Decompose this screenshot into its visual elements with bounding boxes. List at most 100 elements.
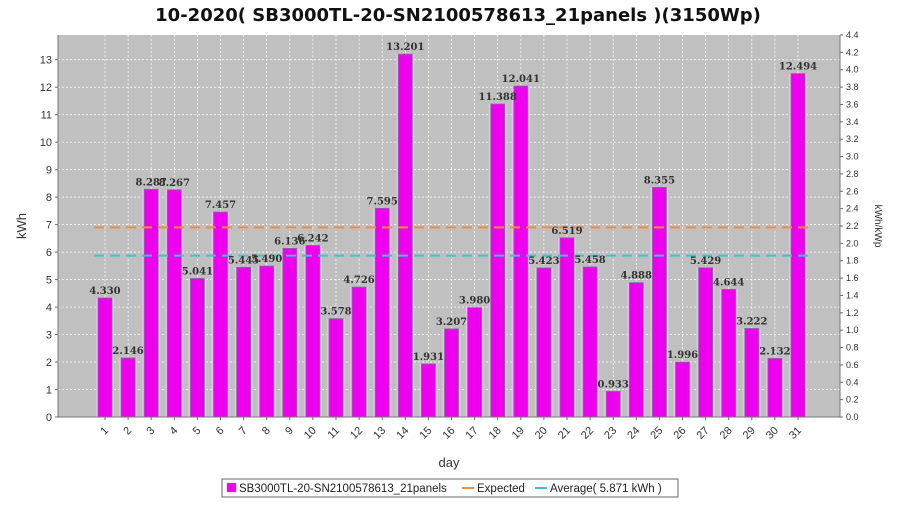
bar xyxy=(790,73,806,418)
x-tick-label: 15 xyxy=(417,425,434,442)
bar xyxy=(767,358,783,418)
data-label: 2.132 xyxy=(759,346,790,357)
bar xyxy=(744,328,760,418)
legend: SB3000TL-20-SN2100578613_21panels Expect… xyxy=(221,478,679,498)
y2-tick-label: 2.2 xyxy=(846,221,859,231)
y2-tick-label: 3.6 xyxy=(846,99,859,109)
x-tick-label: 18 xyxy=(487,425,504,442)
y2-tick-label: 2.8 xyxy=(846,169,859,179)
x-tick-label: 11 xyxy=(326,425,343,442)
bar xyxy=(97,297,113,418)
y2-tick-label: 4.4 xyxy=(846,30,859,40)
y-tick-label: 0 xyxy=(46,412,52,424)
data-label: 5.445 xyxy=(228,255,259,266)
y2-axis-ticks: 0.0 0.2 0.4 0.6 0.8 1.0 1.2 1.4 1.6 1.8 2.0 2.2 2.4 2… xyxy=(840,30,859,422)
x-tick-label: 9 xyxy=(283,425,296,438)
y-tick-label: 11 xyxy=(41,110,52,122)
legend-label-expected: Expected xyxy=(477,483,525,495)
data-label: 5.490 xyxy=(251,254,282,265)
x-tick-label: 6 xyxy=(214,425,227,438)
bar xyxy=(490,103,506,418)
bar xyxy=(166,189,182,418)
x-tick-label: 12 xyxy=(348,425,365,442)
bar xyxy=(397,53,413,418)
reference-lines xyxy=(94,226,812,257)
y-tick-label: 8 xyxy=(46,192,52,204)
legend-box xyxy=(221,478,679,498)
y2-tick-label: 3.4 xyxy=(846,117,859,127)
bar xyxy=(628,282,644,418)
data-label: 12.041 xyxy=(502,74,540,85)
x-tick-label: 29 xyxy=(741,425,758,442)
x-tick-label: 10 xyxy=(302,425,319,442)
y2-tick-label: 1.0 xyxy=(846,325,859,335)
y2-tick-label: 2.0 xyxy=(846,238,859,248)
y-tick-label: 7 xyxy=(46,220,52,232)
bar xyxy=(467,307,483,418)
x-tick-label: 31 xyxy=(787,425,804,442)
x-axis-ticks: 1 2 3 4 5 6 7 8 9 10 11 12 13 14 15 16 17 18 19 20 21 22 23 24 2… xyxy=(98,417,804,442)
data-label: 5.458 xyxy=(574,255,605,266)
y-tick-label: 2 xyxy=(46,357,52,369)
y2-tick-label: 3.8 xyxy=(846,82,859,92)
data-label: 4.888 xyxy=(621,271,652,282)
bar xyxy=(374,207,390,418)
x-tick-label: 3 xyxy=(145,425,158,438)
bars xyxy=(96,53,807,418)
bar xyxy=(236,266,252,418)
y2-tick-label: 2.6 xyxy=(846,186,859,196)
y2-tick-label: 1.6 xyxy=(846,273,859,283)
bar xyxy=(675,361,690,418)
x-tick-label: 8 xyxy=(260,425,273,438)
x-tick-label: 22 xyxy=(579,425,596,442)
y-tick-label: 12 xyxy=(40,82,52,94)
data-label: 0.933 xyxy=(598,379,629,390)
y-tick-label: 1 xyxy=(46,385,52,397)
data-label: 8.355 xyxy=(644,175,675,186)
axis-lines xyxy=(57,35,841,418)
data-label: 3.578 xyxy=(320,307,351,318)
bar xyxy=(536,267,552,418)
data-label: 6.242 xyxy=(297,233,328,244)
bar xyxy=(652,186,667,418)
x-tick-label: 14 xyxy=(394,425,411,442)
data-label: 8.287 xyxy=(136,177,167,188)
bar xyxy=(120,357,136,418)
y2-tick-label: 1.2 xyxy=(846,308,859,318)
x-tick-label: 2 xyxy=(121,425,134,438)
y2-tick-label: 4.0 xyxy=(846,65,859,75)
bar xyxy=(444,328,459,418)
x-tick-label: 4 xyxy=(168,425,181,438)
x-tick-label: 21 xyxy=(556,425,573,442)
bar xyxy=(143,188,159,418)
y2-tick-label: 0.0 xyxy=(846,412,859,422)
y2-tick-label: 0.8 xyxy=(846,343,859,353)
y-tick-label: 4 xyxy=(46,302,52,314)
data-label: 8.267 xyxy=(159,178,190,189)
data-label: 7.595 xyxy=(367,196,398,207)
y2-tick-label: 1.4 xyxy=(846,290,859,300)
data-label: 3.222 xyxy=(736,316,767,327)
data-label: 1.931 xyxy=(413,352,444,363)
data-label: 7.457 xyxy=(205,200,236,211)
data-label: 3.207 xyxy=(436,317,467,328)
bar xyxy=(420,363,436,418)
bar xyxy=(259,265,275,418)
x-tick-label: 16 xyxy=(440,425,457,442)
x-tick-label: 5 xyxy=(191,425,204,438)
y-axis-title: kWh xyxy=(14,213,29,239)
data-label: 5.429 xyxy=(690,256,721,267)
y2-axis-title: kWh/kWp xyxy=(872,205,883,248)
y2-tick-label: 4.2 xyxy=(846,47,859,57)
bar xyxy=(189,278,205,418)
legend-swatch-bars xyxy=(226,482,237,493)
x-tick-label: 7 xyxy=(237,425,250,438)
bar xyxy=(328,318,344,418)
x-tick-label: 20 xyxy=(533,425,550,442)
x-tick-label: 19 xyxy=(510,425,527,442)
x-tick-label: 26 xyxy=(671,425,688,442)
